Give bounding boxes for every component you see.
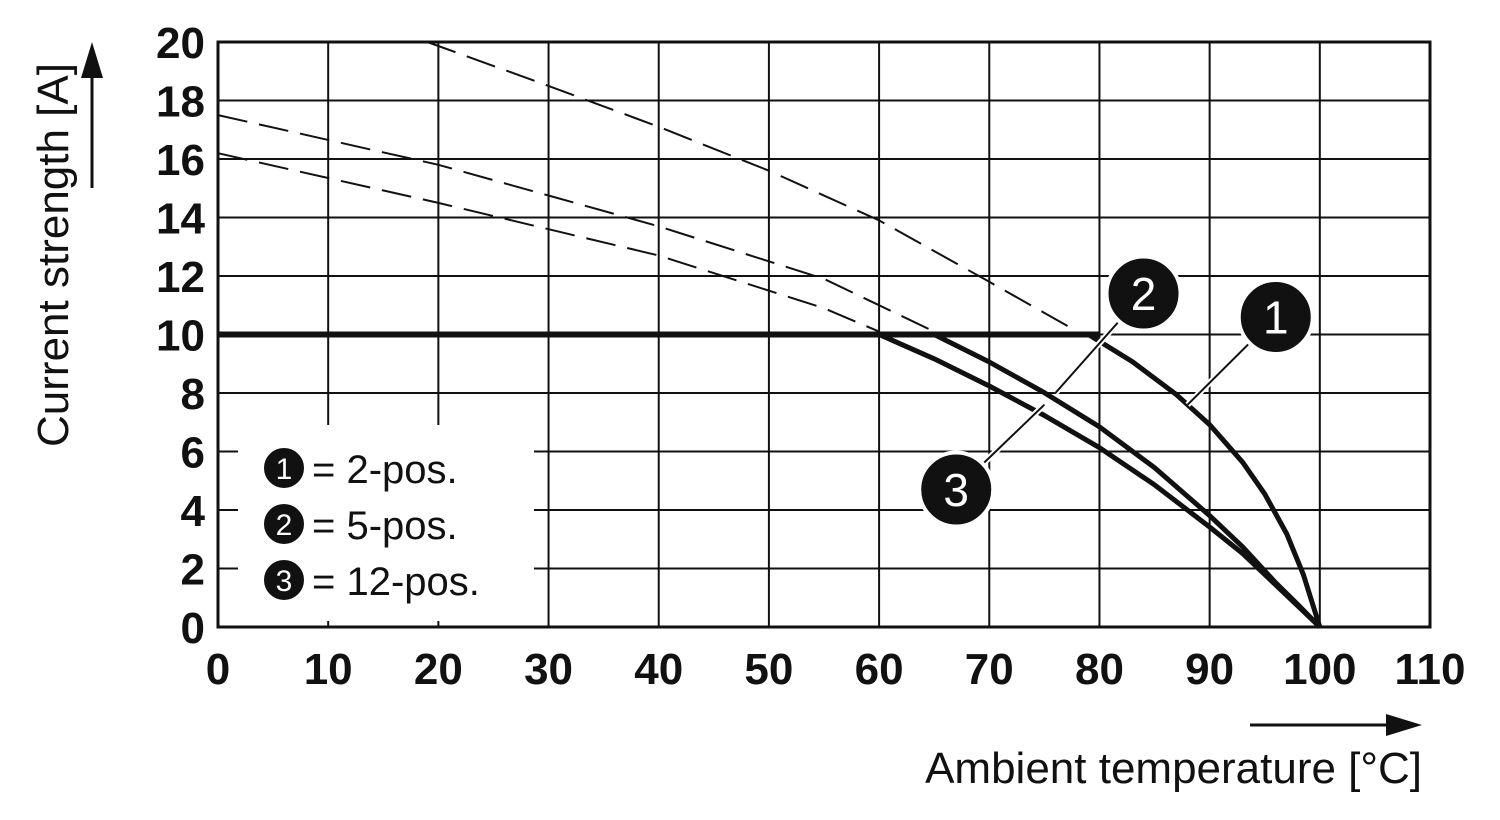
badge-circle (917, 450, 996, 529)
legend-label-3: = 12-pos. (312, 560, 480, 604)
y-tick-label: 6 (181, 429, 205, 478)
legend-badge-3: 3 (260, 556, 308, 604)
badge-number: 1 (276, 453, 293, 486)
x-tick-label: 60 (855, 645, 904, 694)
y-axis-title: Current strength [A] (29, 63, 78, 447)
x-tick-label: 0 (206, 645, 230, 694)
y-tick-label: 10 (156, 312, 205, 361)
x-axis-title: Ambient temperature [°C] (925, 744, 1422, 793)
y-axis-arrow (81, 42, 103, 188)
badge-number: 3 (276, 565, 293, 598)
y-tick-label: 12 (156, 253, 205, 302)
badge-circle (1236, 277, 1315, 356)
y-tick-label: 2 (181, 546, 205, 595)
badge-circle (1104, 254, 1183, 333)
legend-box: 1 = 2-pos. 2 = 5-pos. 3 = 12-pos. (238, 425, 534, 621)
x-tick-label: 70 (965, 645, 1014, 694)
x-tick-label: 10 (304, 645, 353, 694)
x-tick-label: 40 (634, 645, 683, 694)
x-tick-label: 100 (1283, 645, 1356, 694)
x-tick-label: 110 (1395, 645, 1466, 694)
callouts: 1 2 3 (917, 254, 1315, 529)
x-tick-label: 50 (744, 645, 793, 694)
dashed-curve-2 (217, 114, 935, 333)
derating-curve-1 (1087, 332, 1323, 628)
badge-number: 3 (943, 464, 969, 516)
solid-curves (218, 331, 1323, 629)
derating-curve-3 (878, 332, 1322, 629)
dashed-curves (217, 41, 1078, 333)
legend-label-1: = 2-pos. (312, 448, 458, 492)
callout-badge-2: 2 (1104, 254, 1183, 333)
callout-badge-3: 3 (917, 450, 996, 529)
y-tick-label: 0 (181, 604, 205, 653)
x-tick-label: 30 (524, 645, 573, 694)
x-tick-label: 20 (414, 645, 463, 694)
badge-circle (260, 556, 308, 604)
tick-labels: 0 10 20 30 40 50 60 70 80 90 100 110024681012141618… (156, 19, 1465, 694)
legend-label-2: = 5-pos. (312, 504, 458, 548)
badge-number: 2 (1131, 268, 1157, 320)
callout-leader-3 (982, 403, 1046, 465)
callout-leader-2 (1054, 320, 1120, 394)
badge-circle (260, 444, 308, 492)
badge-circle (260, 500, 308, 548)
legend-badge-1: 1 (260, 444, 308, 492)
x-axis-arrow (1250, 714, 1422, 736)
legend-items: 1 = 2-pos. 2 = 5-pos. 3 = 12-pos. (260, 444, 480, 604)
y-tick-label: 14 (156, 195, 205, 244)
legend-badge-2: 2 (260, 500, 308, 548)
callout-leader-1 (1186, 342, 1251, 406)
x-tick-label: 90 (1185, 645, 1234, 694)
y-tick-label: 16 (156, 136, 205, 185)
x-tick-label: 80 (1075, 645, 1124, 694)
dashed-curve-1 (426, 41, 1078, 333)
y-tick-label: 4 (181, 487, 206, 536)
y-tick-label: 20 (156, 19, 205, 68)
badge-number: 2 (276, 509, 293, 542)
badge-number: 1 (1263, 292, 1289, 344)
callout-badge-1: 1 (1236, 277, 1315, 356)
y-tick-label: 18 (156, 78, 205, 127)
y-tick-label: 8 (181, 370, 205, 419)
dashed-curve-3 (217, 152, 880, 333)
